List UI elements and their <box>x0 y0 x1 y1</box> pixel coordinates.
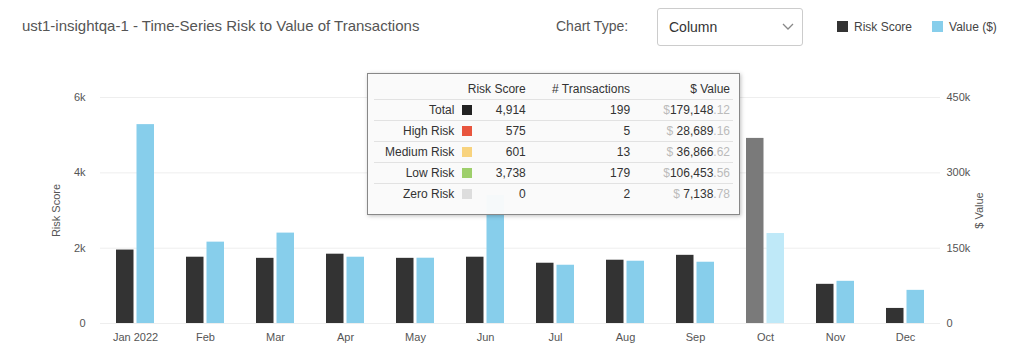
html-text:Chart Type:: Chart Type: <box>556 18 629 34</box>
html-text:Medium Risk: Medium Risk <box>385 145 455 159</box>
svg-text:Feb: Feb <box>196 331 215 343</box>
html-text:$ 179,148.12: $ 179,148.12 <box>663 103 730 117</box>
svg-text:0: 0 <box>947 317 953 329</box>
html-text:Total: Total <box>429 103 455 117</box>
html-text:Risk Score: Risk Score <box>467 82 526 96</box>
svg-text:Sep: Sep <box>686 331 706 343</box>
svg-text:150k: 150k <box>947 242 971 254</box>
html-text:5: 5 <box>623 124 631 138</box>
html-text:Value ($): Value ($) <box>949 20 997 34</box>
html-text:$ Value: $ Value <box>690 82 730 96</box>
svg-text:Jun: Jun <box>477 331 495 343</box>
html-text:601: 601 <box>505 145 526 159</box>
svg-text:Dec: Dec <box>896 331 916 343</box>
svg-text:2k: 2k <box>74 242 86 254</box>
html-text:$ 28,689.16: $ 28,689.16 <box>666 124 730 138</box>
svg-text:Risk Score: Risk Score <box>50 184 62 237</box>
html-text:575: 575 <box>505 124 526 138</box>
svg-text:Oct: Oct <box>757 331 774 343</box>
html-text:ust1-insightqa-1 - Time-Series: ust1-insightqa-1 - Time-Series Risk to V… <box>22 17 420 34</box>
svg-text:Jul: Jul <box>548 331 562 343</box>
html-text:Low Risk: Low Risk <box>405 166 455 180</box>
svg-text:Nov: Nov <box>826 331 846 343</box>
html-text:2: 2 <box>623 187 631 201</box>
svg-text:Aug: Aug <box>616 331 636 343</box>
svg-text:$ Value: $ Value <box>973 192 985 229</box>
html-text:199: 199 <box>610 103 631 117</box>
html-text:Risk Score: Risk Score <box>854 20 912 34</box>
svg-text:300k: 300k <box>947 166 971 178</box>
html-text:# Transactions: # Transactions <box>552 82 631 96</box>
html-text:$ 7,138.78: $ 7,138.78 <box>673 187 730 201</box>
html-text:0: 0 <box>519 187 526 201</box>
html-text:Zero Risk: Zero Risk <box>403 187 455 201</box>
svg-text:Apr: Apr <box>337 331 354 343</box>
html-text:$ 36,866.62: $ 36,866.62 <box>666 145 730 159</box>
html-text:Column: Column <box>669 19 718 35</box>
svg-text:450k: 450k <box>947 91 971 103</box>
html-text:13: 13 <box>616 145 631 159</box>
svg-text:Jan 2022: Jan 2022 <box>113 331 158 343</box>
svg-text:Mar: Mar <box>266 331 285 343</box>
html-text:4,914: 4,914 <box>495 103 526 117</box>
svg-text:0: 0 <box>79 317 85 329</box>
svg-text:6k: 6k <box>74 91 86 103</box>
html-text:$ 106,453.56: $ 106,453.56 <box>663 166 730 180</box>
svg-text:May: May <box>405 331 426 343</box>
html-text:179: 179 <box>610 166 631 180</box>
html-text:3,738: 3,738 <box>495 166 526 180</box>
svg-text:4k: 4k <box>74 166 86 178</box>
html-text:High Risk: High Risk <box>403 124 455 138</box>
